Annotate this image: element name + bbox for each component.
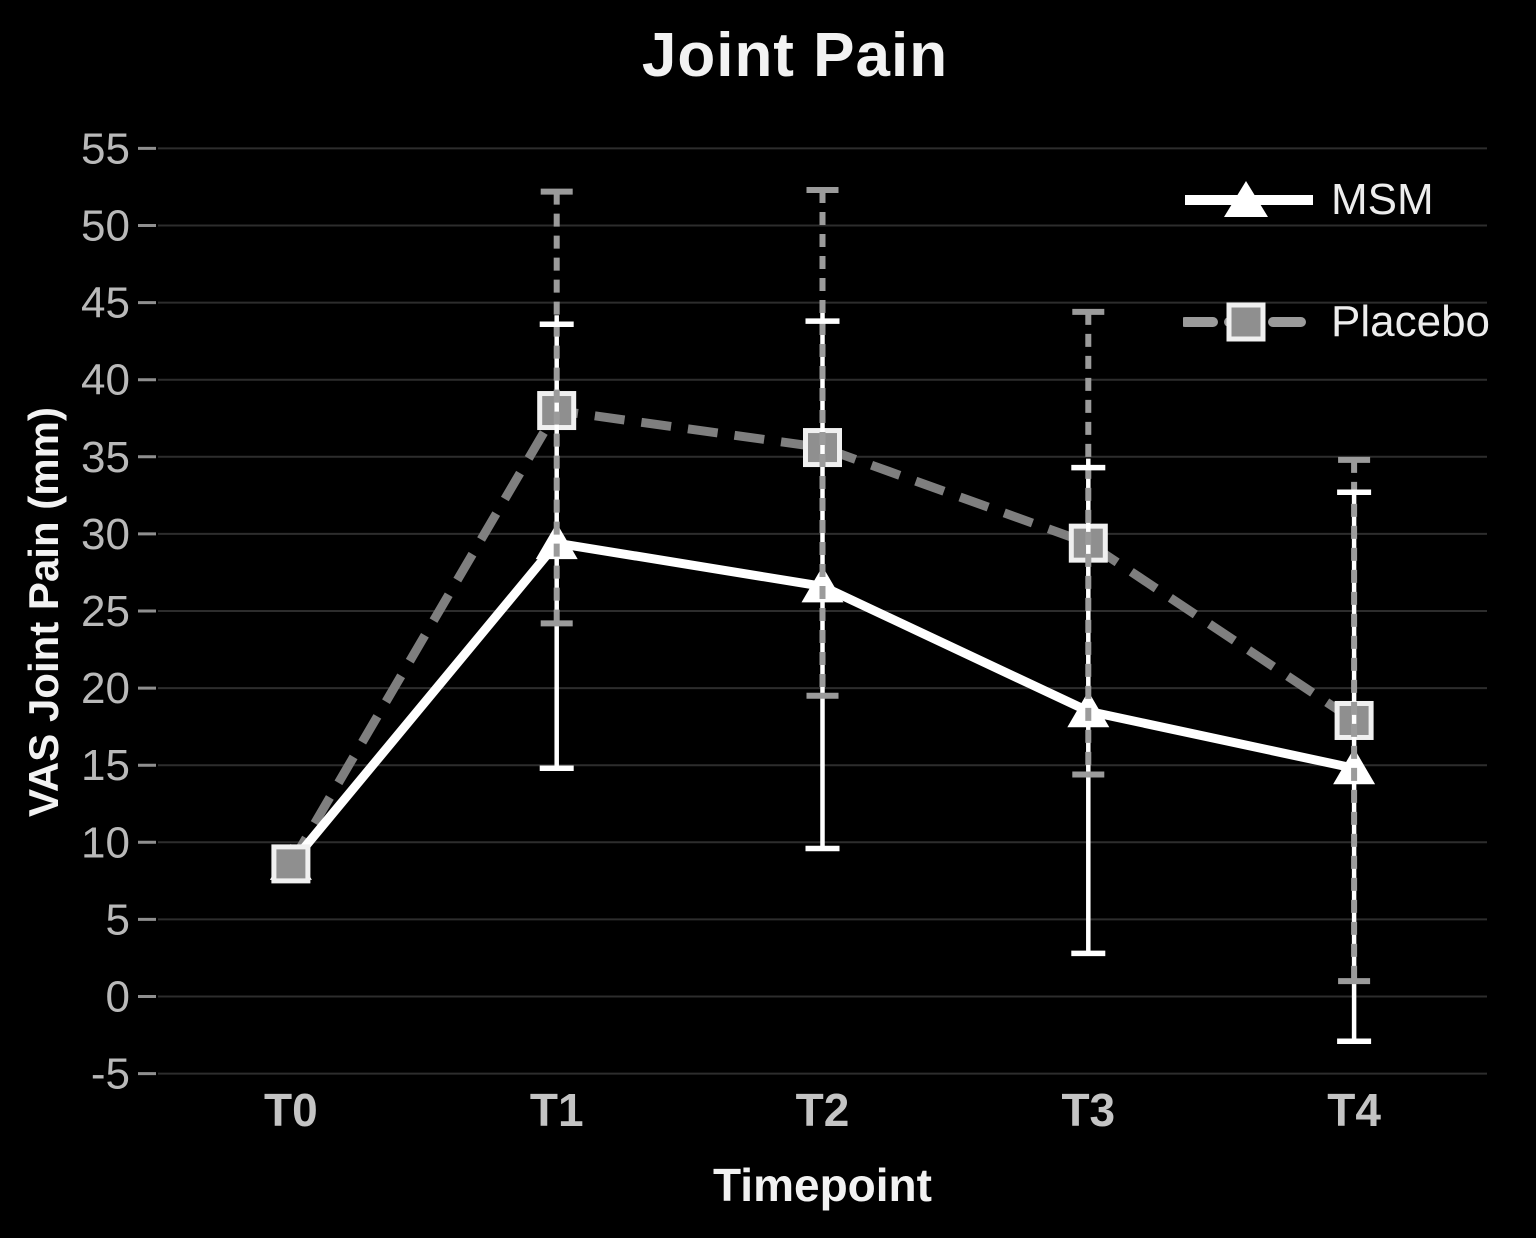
y-tick-label: 50	[81, 202, 130, 251]
y-tick-label: 40	[81, 356, 130, 405]
x-tick-label: T1	[530, 1084, 584, 1136]
x-tick-label: T4	[1327, 1084, 1381, 1136]
legend-label-placebo: Placebo	[1331, 297, 1491, 346]
y-tick-label: 10	[81, 818, 130, 867]
x-axis-title: Timepoint	[713, 1159, 932, 1211]
y-tick-label: 0	[106, 973, 130, 1022]
chart-title: Joint Pain	[641, 21, 949, 90]
y-tick-label: 55	[81, 124, 130, 173]
y-tick-label: -5	[91, 1050, 130, 1099]
x-tick-label: T2	[796, 1084, 850, 1136]
msm-line-triangle-icon	[1185, 181, 1313, 217]
y-tick-label: 5	[106, 895, 130, 944]
y-tick-label: 30	[81, 510, 130, 559]
x-tick-label: T0	[264, 1084, 318, 1136]
y-tick-label: 15	[81, 741, 130, 790]
placebo-line	[287, 406, 1357, 867]
y-tick-label: 45	[81, 279, 130, 328]
x-tick-label: T3	[1061, 1084, 1115, 1136]
placebo-point-T0	[271, 844, 311, 884]
y-tick-label: 25	[81, 587, 130, 636]
legend-entry-msm: MSM	[1183, 177, 1434, 223]
placebo-dash-square-icon	[1183, 302, 1315, 342]
y-tick-label: 20	[81, 664, 130, 713]
legend-label-msm: MSM	[1331, 175, 1434, 224]
y-tick-label: 35	[81, 433, 130, 482]
legend-entry-placebo: Placebo	[1183, 299, 1490, 345]
